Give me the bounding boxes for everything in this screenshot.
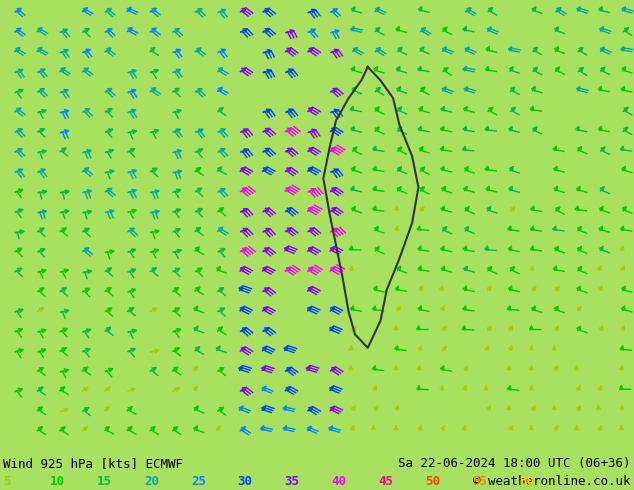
Text: 40: 40 <box>332 475 347 488</box>
Text: 55: 55 <box>472 475 488 488</box>
Text: 45: 45 <box>378 475 394 488</box>
Text: Sa 22-06-2024 18:00 UTC (06+36): Sa 22-06-2024 18:00 UTC (06+36) <box>398 457 631 470</box>
Text: 10: 10 <box>50 475 65 488</box>
Text: 35: 35 <box>285 475 300 488</box>
Text: 30: 30 <box>238 475 253 488</box>
Text: 15: 15 <box>97 475 112 488</box>
Text: © weatheronline.co.uk: © weatheronline.co.uk <box>474 475 631 488</box>
Text: 20: 20 <box>144 475 159 488</box>
Text: 25: 25 <box>191 475 206 488</box>
Text: Wind 925 hPa [kts] ECMWF: Wind 925 hPa [kts] ECMWF <box>3 457 183 470</box>
Text: 5: 5 <box>3 475 11 488</box>
Text: 50: 50 <box>425 475 441 488</box>
Text: 60: 60 <box>519 475 534 488</box>
